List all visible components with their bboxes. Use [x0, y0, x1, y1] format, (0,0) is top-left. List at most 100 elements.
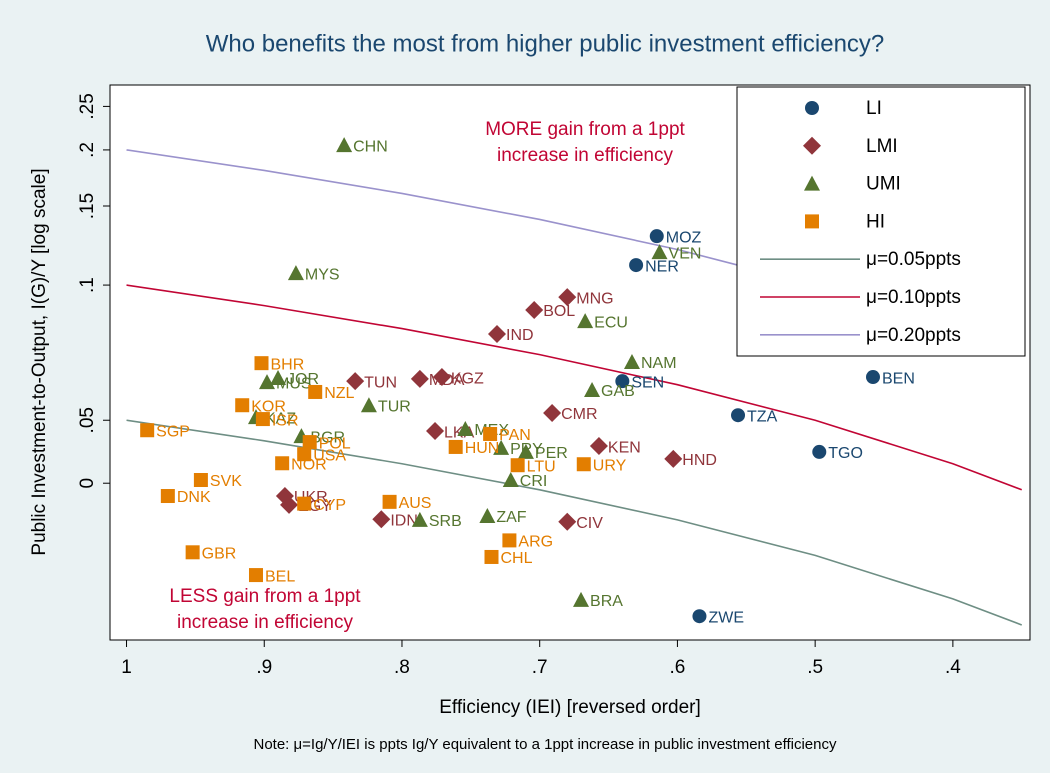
- point: [483, 426, 498, 441]
- point-label: TZA: [747, 408, 778, 425]
- legend-label: LMI: [866, 136, 898, 157]
- point-label: CIV: [576, 515, 603, 532]
- point-label: TGO: [828, 445, 863, 462]
- point: [255, 412, 270, 427]
- point-label: IND: [506, 327, 534, 344]
- y-tick-label: .25: [77, 93, 98, 119]
- point-label: AUS: [399, 495, 432, 512]
- legend-label: LI: [866, 98, 882, 119]
- annotation: LESS gain from a 1ppt: [169, 586, 361, 607]
- point: [589, 437, 608, 456]
- point-label: SEN: [631, 374, 664, 391]
- point-label: ARG: [518, 534, 553, 551]
- y-tick-label: .1: [77, 277, 98, 293]
- point-label: SGP: [156, 423, 190, 440]
- legend-label: μ=0.10ppts: [866, 287, 961, 308]
- point: [804, 175, 820, 191]
- point: [254, 356, 269, 371]
- x-axis-label: Efficiency (IEI) [reversed order]: [439, 697, 701, 718]
- point: [803, 136, 821, 155]
- point-label: GBR: [202, 546, 237, 563]
- point: [543, 403, 562, 422]
- point-label: IDN: [390, 512, 418, 529]
- point: [410, 369, 429, 388]
- point-label: DNK: [177, 489, 211, 506]
- point-label: ECU: [594, 314, 628, 331]
- legend-label: HI: [866, 211, 885, 232]
- point-label: HND: [682, 452, 717, 469]
- point: [185, 545, 200, 560]
- point-label: NOR: [291, 456, 327, 473]
- point-label: BOL: [543, 303, 575, 320]
- point: [259, 374, 276, 390]
- point: [577, 313, 594, 329]
- legend-label: UMI: [866, 174, 901, 195]
- legend-label: μ=0.05ppts: [866, 249, 961, 270]
- point-label: MOZ: [666, 229, 702, 246]
- point-label: BRA: [590, 593, 623, 610]
- point-label: HUN: [465, 440, 500, 457]
- point: [302, 435, 317, 450]
- point: [584, 381, 601, 397]
- point-label: CHL: [500, 550, 532, 567]
- point: [297, 447, 312, 462]
- point-label: VEN: [669, 245, 702, 262]
- point-label: KOR: [251, 398, 286, 415]
- point-label: ZAF: [496, 509, 526, 526]
- note: Note: μ=Ig/Y/IEI is ppts Ig/Y equivalent…: [253, 736, 837, 753]
- point: [623, 354, 640, 370]
- point: [457, 421, 474, 437]
- y-tick-label: 0: [77, 478, 98, 489]
- point-label: BEL: [265, 568, 295, 585]
- point: [297, 496, 312, 511]
- point: [411, 511, 428, 527]
- point-label: KAZ: [265, 410, 296, 427]
- point: [346, 372, 365, 391]
- point-label: NZL: [324, 385, 354, 402]
- point-label: BHR: [270, 356, 304, 373]
- legend-box: [736, 86, 1026, 357]
- point-label: TUR: [378, 398, 411, 415]
- x-tick-label: 1: [121, 657, 132, 678]
- legend-label: μ=0.20ppts: [866, 325, 961, 346]
- point: [805, 101, 819, 115]
- point: [649, 229, 664, 244]
- point: [558, 512, 577, 531]
- point-label: TUN: [364, 374, 397, 391]
- point: [576, 457, 591, 472]
- point-label: SRB: [429, 513, 462, 530]
- x-tick-label: .4: [945, 657, 961, 678]
- point: [502, 472, 519, 488]
- point-label: ZWE: [708, 609, 744, 626]
- point: [805, 214, 819, 229]
- point: [270, 369, 287, 385]
- point-label: CHN: [353, 138, 388, 155]
- annotation: increase in efficiency: [497, 145, 674, 166]
- point-label: NAM: [641, 355, 677, 372]
- point-label: URY: [593, 457, 627, 474]
- point-label: LTU: [527, 458, 556, 475]
- point: [160, 489, 175, 504]
- point: [382, 494, 397, 509]
- point: [517, 443, 534, 459]
- point: [525, 301, 544, 320]
- point: [448, 439, 463, 454]
- point-label: BEN: [882, 370, 915, 387]
- y-tick-label: .2: [77, 142, 98, 158]
- point-label: SVK: [210, 473, 242, 490]
- point: [248, 568, 263, 583]
- annotation: MORE gain from a 1ppt: [485, 119, 685, 140]
- point-label: MYS: [305, 266, 340, 283]
- x-tick-label: .8: [394, 657, 410, 678]
- y-tick-label: .05: [77, 407, 98, 433]
- point: [510, 458, 525, 473]
- curve: [126, 284, 1023, 491]
- point: [629, 258, 644, 273]
- point-label: CYP: [313, 497, 346, 514]
- point-label: KGZ: [451, 370, 484, 387]
- point-label: USA: [313, 447, 346, 464]
- curve: [126, 419, 1023, 626]
- point: [287, 265, 304, 281]
- point-label: ISR: [272, 412, 299, 429]
- point-label: MUS: [276, 375, 312, 392]
